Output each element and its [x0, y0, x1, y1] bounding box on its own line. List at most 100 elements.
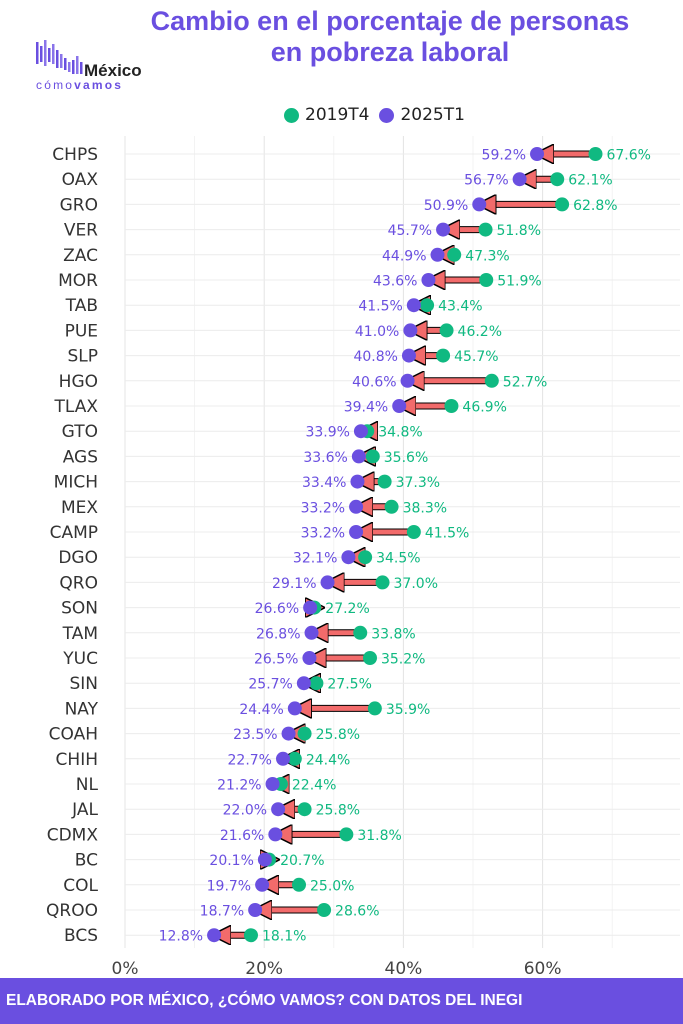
- data-label-2025-mor: 43.6%: [373, 274, 417, 290]
- data-label-2025-zac: 44.9%: [382, 248, 426, 264]
- point-2025-pue: [403, 323, 418, 338]
- data-label-2025-cdmx: 21.6%: [220, 828, 264, 844]
- data-label-2019-gro: 62.8%: [573, 198, 617, 214]
- category-label-jal: JAL: [71, 800, 98, 820]
- category-label-sin: SIN: [69, 674, 98, 694]
- point-2019-mex: [384, 499, 399, 514]
- point-2019-tab: [420, 298, 435, 313]
- point-2025-tab: [406, 298, 421, 313]
- category-label-nl: NL: [76, 775, 99, 795]
- data-label-2019-qro: 37.0%: [394, 576, 438, 592]
- logo-sub-bold: vamos: [74, 78, 124, 92]
- data-label-2025-jal: 22.0%: [223, 803, 267, 819]
- data-label-2019-zac: 47.3%: [465, 248, 509, 264]
- data-label-2025-mich: 33.4%: [302, 475, 346, 491]
- data-label-2025-bcs: 12.8%: [159, 929, 203, 945]
- chart-title-line2: en pobreza laboral: [270, 37, 510, 67]
- category-label-camp: CAMP: [50, 523, 98, 543]
- category-label-bc: BC: [75, 851, 98, 871]
- point-2019-mor: [479, 273, 494, 287]
- category-label-chps: CHPS: [52, 145, 98, 165]
- data-label-2019-tam: 33.8%: [371, 626, 415, 642]
- point-2025-zac: [430, 247, 445, 262]
- category-label-pue: PUE: [65, 321, 98, 341]
- point-2019-qroo: [317, 903, 332, 917]
- point-2025-qro: [320, 575, 335, 590]
- logo-main-text: México: [84, 61, 142, 80]
- category-label-zac: ZAC: [63, 246, 98, 266]
- point-2025-tam: [304, 625, 319, 640]
- point-2019-tam: [353, 625, 368, 640]
- point-2019-coah: [297, 726, 312, 741]
- data-label-2025-ver: 45.7%: [388, 223, 432, 239]
- data-label-2025-ags: 33.6%: [303, 450, 347, 466]
- point-2019-cdmx: [339, 827, 354, 842]
- category-label-slp: SLP: [67, 347, 98, 367]
- legend-label-2025: 2025T1: [400, 105, 465, 125]
- data-label-2025-tab: 41.5%: [358, 299, 402, 315]
- data-label-2025-sin: 25.7%: [248, 677, 292, 693]
- point-2019-zac: [447, 247, 462, 262]
- category-label-son: SON: [61, 599, 98, 619]
- point-2025-oax: [512, 172, 527, 187]
- category-label-coah: COAH: [49, 725, 98, 745]
- data-label-2025-camp: 33.2%: [301, 526, 345, 542]
- point-2025-chih: [275, 751, 290, 766]
- data-label-2025-tlax: 39.4%: [344, 400, 388, 416]
- point-2025-jal: [271, 802, 286, 817]
- point-2019-ags: [365, 449, 380, 464]
- category-label-gro: GRO: [60, 195, 98, 215]
- data-label-2019-ver: 51.8%: [497, 223, 541, 239]
- category-label-bcs: BCS: [64, 926, 98, 946]
- point-2025-slp: [401, 348, 416, 363]
- data-label-2019-bc: 20.7%: [280, 853, 324, 869]
- chart-title-line1: Cambio en el porcentaje de personas: [150, 6, 630, 36]
- legend-item-2025: 2025T1: [379, 105, 465, 125]
- category-label-mich: MICH: [54, 473, 98, 493]
- data-label-2019-mich: 37.3%: [396, 475, 440, 491]
- category-label-yuc: YUC: [62, 649, 98, 669]
- point-2019-hgo: [484, 373, 499, 388]
- category-label-tlax: TLAX: [53, 397, 98, 417]
- data-label-2025-gro: 50.9%: [424, 198, 468, 214]
- data-label-2025-tam: 26.8%: [256, 626, 300, 642]
- category-label-gto: GTO: [62, 422, 98, 442]
- point-2019-chps: [588, 147, 603, 161]
- category-label-nay: NAY: [65, 699, 99, 719]
- point-2025-yuc: [302, 651, 317, 665]
- point-2025-mich: [350, 474, 365, 489]
- legend-item-2019: 2019T4: [284, 105, 369, 125]
- data-label-2025-dgo: 32.1%: [293, 551, 337, 567]
- data-label-2025-col: 19.7%: [207, 878, 251, 894]
- point-2025-nl: [265, 777, 280, 791]
- data-label-2025-hgo: 40.6%: [352, 374, 396, 390]
- data-label-2019-pue: 46.2%: [458, 324, 502, 340]
- point-2019-bcs: [243, 928, 258, 943]
- point-2019-col: [292, 877, 306, 892]
- data-label-2019-oax: 62.1%: [568, 173, 612, 189]
- point-2019-nay: [367, 701, 382, 716]
- data-label-2019-bcs: 18.1%: [262, 929, 306, 945]
- point-2025-hgo: [400, 373, 415, 388]
- mexico-como-vamos-logo: México cómovamos: [34, 38, 164, 94]
- point-2025-nay: [287, 701, 302, 716]
- point-2019-jal: [297, 802, 312, 817]
- x-tick-label-0: 0%: [112, 959, 139, 978]
- legend-dot-2019: [284, 107, 299, 123]
- category-label-mor: MOR: [58, 271, 98, 291]
- point-2025-tlax: [392, 399, 407, 413]
- point-2025-son: [303, 600, 318, 615]
- legend-dot-2025: [379, 107, 395, 123]
- x-tick-label-60: 60%: [524, 959, 562, 978]
- category-label-mex: MEX: [61, 498, 98, 518]
- data-label-2019-tlax: 46.9%: [462, 400, 506, 416]
- data-label-2019-mor: 51.9%: [497, 274, 541, 290]
- legend-label-2019: 2019T4: [305, 105, 370, 125]
- data-label-2019-coah: 25.8%: [316, 727, 360, 743]
- data-label-2019-son: 27.2%: [325, 601, 369, 617]
- point-2025-bc: [257, 852, 272, 867]
- point-2019-gro: [555, 197, 570, 212]
- data-label-2019-mex: 38.3%: [403, 500, 447, 516]
- data-label-2025-son: 26.6%: [255, 601, 299, 617]
- data-label-2025-nl: 21.2%: [217, 778, 261, 794]
